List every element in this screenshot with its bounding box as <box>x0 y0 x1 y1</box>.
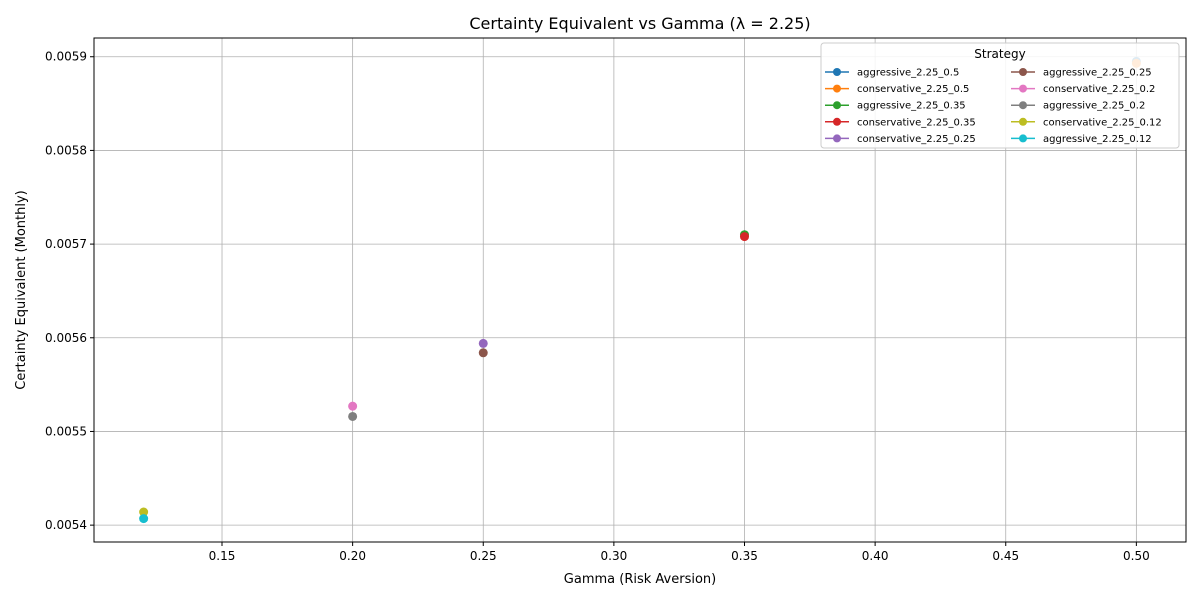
x-tick-label: 0.45 <box>992 549 1019 563</box>
data-point-conservative_2.25_0.35 <box>739 232 749 242</box>
legend-label: conservative_2.25_0.2 <box>1043 84 1155 95</box>
legend-label: aggressive_2.25_0.5 <box>857 68 959 79</box>
x-tick-label: 0.50 <box>1123 549 1150 563</box>
x-axis-label: Gamma (Risk Aversion) <box>564 572 716 587</box>
y-tick-label: 0.0056 <box>45 331 87 345</box>
x-tick-label: 0.30 <box>601 549 628 563</box>
legend-label: conservative_2.25_0.25 <box>857 134 976 145</box>
data-point-conservative_2.25_0.25 <box>478 338 488 348</box>
x-tick-label: 0.40 <box>862 549 889 563</box>
data-point-conservative_2.25_0.12 <box>139 507 149 517</box>
legend-marker <box>833 68 841 76</box>
legend-marker <box>833 134 841 143</box>
legend-marker <box>1019 101 1027 110</box>
y-tick-label: 0.0058 <box>45 143 87 157</box>
legend-label: aggressive_2.25_0.2 <box>1043 101 1145 112</box>
legend-label: conservative_2.25_0.5 <box>857 84 969 95</box>
y-tick-label: 0.0054 <box>45 518 87 532</box>
data-point-aggressive_2.25_0.25 <box>478 348 488 358</box>
legend: Strategy aggressive_2.25_0.5 conservative… <box>820 42 1180 149</box>
x-tick-label: 0.35 <box>731 549 758 563</box>
y-tick-label: 0.0059 <box>45 50 87 64</box>
plot-frame <box>93 37 1187 543</box>
legend-label: conservative_2.25_0.12 <box>1043 117 1162 128</box>
legend-marker <box>833 84 841 93</box>
data-point-aggressive_2.25_0.12 <box>139 514 149 524</box>
legend-marker <box>1019 117 1027 126</box>
y-tick-label: 0.0057 <box>45 237 87 251</box>
legend-marker <box>833 101 841 110</box>
legend-marker <box>833 117 841 126</box>
legend-marker <box>1019 84 1027 93</box>
legend-label: conservative_2.25_0.35 <box>857 117 976 128</box>
data-point-aggressive_2.25_0.2 <box>348 411 358 421</box>
x-tick-label: 0.15 <box>209 549 236 563</box>
y-tick-label: 0.0055 <box>45 424 87 438</box>
legend-label: aggressive_2.25_0.25 <box>1043 68 1152 79</box>
data-point-conservative_2.25_0.2 <box>348 401 358 411</box>
axis-ticks: 0.15 0.20 0.25 0.30 0.35 0.40 0.45 0.50 0.0054 0.… <box>45 50 1150 563</box>
legend-label: aggressive_2.25_0.12 <box>1043 134 1152 145</box>
legend-label: aggressive_2.25_0.35 <box>857 101 966 112</box>
x-tick-label: 0.25 <box>470 549 497 563</box>
legend-marker <box>1019 134 1027 143</box>
x-tick-label: 0.20 <box>339 549 366 563</box>
y-axis-label: Certainty Equivalent (Monthly) <box>14 190 29 390</box>
chart-title: Certainty Equivalent vs Gamma (λ = 2.25) <box>469 14 810 33</box>
legend-title: Strategy <box>974 47 1025 61</box>
legend-marker <box>1019 68 1027 76</box>
legend-box <box>820 42 1180 149</box>
